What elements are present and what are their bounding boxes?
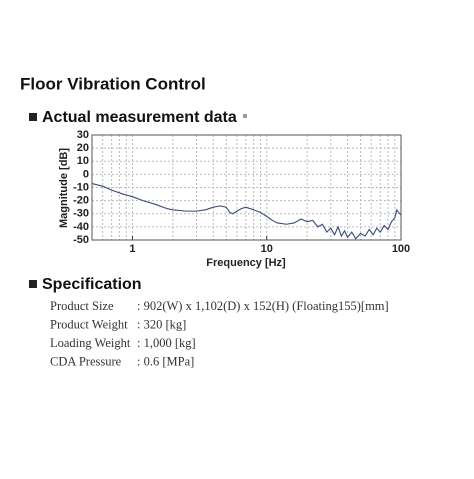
spec-label: CDA Pressure [50, 354, 122, 368]
y-tick-label: -50 [73, 234, 89, 246]
y-tick-label: 20 [77, 142, 89, 154]
y-tick-label: 30 [77, 129, 89, 141]
spec-value: : 902(W) x 1,102(D) x 152(H) (Floating15… [137, 299, 389, 313]
spec-value: : 0.6 [MPa] [137, 354, 194, 368]
x-tick-label: 1 [129, 243, 135, 255]
y-tick-label: -40 [73, 221, 89, 233]
spec-value: : 320 [kg] [137, 317, 186, 331]
spec-value: : 1,000 [kg] [137, 336, 196, 350]
x-axis-label: Frequency [Hz] [206, 257, 286, 269]
y-tick-label: 10 [77, 155, 89, 167]
bullet [29, 113, 37, 121]
bullet [29, 280, 37, 288]
y-tick-label: -10 [73, 181, 89, 193]
data-line [91, 183, 402, 240]
section-heading: Actual measurement data [42, 109, 237, 126]
spec-table: Product Size : 902(W) x 1,102(D) x 152(H)… [50, 299, 389, 369]
section-heading: Specification [42, 276, 142, 293]
plot-frame [91, 134, 402, 241]
spec-label: Product Size [50, 299, 114, 313]
x-tick-label: 100 [392, 243, 410, 255]
y-axis-label: Magnitude [dB] [58, 148, 70, 228]
spec-label: Loading Weight [50, 336, 131, 350]
marker [243, 114, 247, 118]
spec-label: Product Weight [50, 317, 128, 331]
y-tick-label: -20 [73, 195, 89, 207]
y-tick-label: 0 [83, 168, 89, 180]
x-tick-label: 10 [261, 243, 273, 255]
page-title: Floor Vibration Control [20, 74, 206, 93]
y-tick-label: -30 [73, 208, 89, 220]
